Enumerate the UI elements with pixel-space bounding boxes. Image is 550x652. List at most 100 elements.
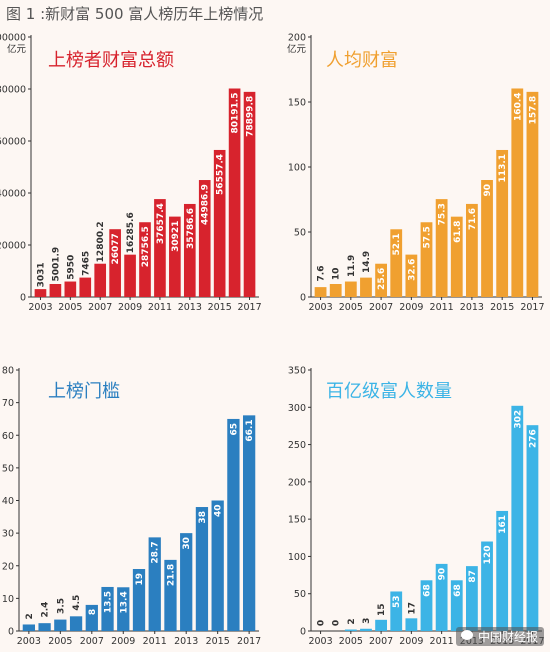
x-tick-label: 2011 <box>143 636 167 647</box>
bar <box>211 500 224 631</box>
x-tick-label: 2009 <box>118 302 142 313</box>
y-tick-label: 50 <box>2 463 14 474</box>
y-tick-label: 50 <box>294 589 306 600</box>
data-label: 28756.5 <box>141 226 151 267</box>
data-label: 26077 <box>111 233 121 264</box>
bar <box>450 216 463 297</box>
data-label: 2.4 <box>41 602 51 618</box>
data-label: 37657.4 <box>156 203 166 244</box>
y-tick-label: 100 <box>288 552 306 563</box>
y-tick-label: 100 <box>288 163 306 174</box>
data-label: 0 <box>332 620 342 626</box>
data-label: 13.5 <box>104 591 114 613</box>
bar <box>79 277 92 297</box>
data-label: 68 <box>453 584 463 597</box>
y-tick-label: 40000 <box>0 189 26 200</box>
bar <box>242 415 256 631</box>
data-label: 157.8 <box>528 96 538 124</box>
y-tick-label: 150 <box>288 98 306 109</box>
bar <box>213 149 226 297</box>
bar <box>360 628 372 631</box>
bar <box>526 425 539 631</box>
x-tick-label: 2017 <box>237 636 261 647</box>
y-tick-label: 0 <box>8 627 14 638</box>
bar <box>101 586 114 631</box>
x-tick-label: 2017 <box>237 302 261 313</box>
y-tick-label: 200 <box>288 33 306 44</box>
bar <box>344 629 357 631</box>
bar <box>344 281 357 297</box>
x-tick-label: 2003 <box>17 636 41 647</box>
bar <box>180 533 193 631</box>
data-label: 3 <box>362 618 372 624</box>
bar <box>49 283 62 297</box>
data-label: 2 <box>25 613 35 619</box>
bar <box>496 510 509 631</box>
bar <box>195 507 209 631</box>
data-label: 7.6 <box>317 266 327 282</box>
data-label: 276 <box>528 429 538 448</box>
y-tick-label: 350 <box>288 366 306 377</box>
data-label: 10 <box>332 268 342 281</box>
bar <box>420 580 433 631</box>
bar <box>496 149 509 297</box>
y-tick-label: 80 <box>2 366 14 377</box>
x-tick-label: 2005 <box>58 302 82 313</box>
bar <box>64 281 77 297</box>
data-label: 66.1 <box>245 419 255 441</box>
bar <box>69 616 83 631</box>
bar <box>390 229 403 297</box>
bar <box>227 418 240 631</box>
bar <box>329 284 342 297</box>
bar <box>481 180 493 297</box>
data-label: 8 <box>88 609 98 615</box>
x-tick-label: 2005 <box>48 636 72 647</box>
chart-title: 百亿级富人数量 <box>326 381 452 402</box>
bar <box>511 405 524 631</box>
x-tick-label: 2007 <box>369 302 393 313</box>
data-label: 3031 <box>36 262 46 287</box>
data-label: 17 <box>407 602 417 615</box>
x-tick-label: 2005 <box>339 636 363 647</box>
y-tick-label: 0 <box>20 293 26 304</box>
bar <box>481 541 493 631</box>
bar <box>54 619 67 631</box>
data-label: 16285.6 <box>126 212 136 253</box>
bar <box>139 222 151 297</box>
data-label: 5950 <box>66 255 76 280</box>
data-label: 30 <box>182 537 192 550</box>
x-tick-label: 2009 <box>111 636 135 647</box>
y-tick-label: 100000 <box>0 33 26 44</box>
data-label: 120 <box>483 546 493 565</box>
chart-title: 人均财富 <box>326 50 398 71</box>
y-unit-label: 亿元 <box>287 43 307 55</box>
bar <box>390 591 403 631</box>
x-tick-label: 2013 <box>174 636 198 647</box>
x-tick-label: 2007 <box>88 302 112 313</box>
x-tick-label: 2007 <box>369 636 393 647</box>
bar <box>405 254 418 297</box>
data-label: 25.6 <box>377 268 387 290</box>
data-label: 53 <box>392 595 402 608</box>
data-label: 30921 <box>171 221 181 252</box>
data-label: 57.5 <box>423 226 433 248</box>
bar <box>511 88 524 297</box>
y-tick-label: 250 <box>288 440 306 451</box>
y-tick-label: 60 <box>2 431 14 442</box>
bar <box>148 537 161 631</box>
data-label: 14.9 <box>362 251 372 273</box>
x-tick-label: 2013 <box>178 302 202 313</box>
x-tick-label: 2003 <box>308 302 332 313</box>
x-tick-label: 2011 <box>430 636 454 647</box>
bar <box>38 623 51 631</box>
x-tick-label: 2007 <box>80 636 104 647</box>
data-label: 87 <box>468 570 478 583</box>
data-label: 32.6 <box>407 259 417 281</box>
data-label: 21.8 <box>166 564 176 586</box>
bar <box>243 91 256 297</box>
bar <box>435 563 448 631</box>
data-label: 19 <box>135 573 145 586</box>
bar <box>94 263 107 297</box>
data-label: 7465 <box>81 251 91 276</box>
data-label: 2 <box>347 618 357 624</box>
